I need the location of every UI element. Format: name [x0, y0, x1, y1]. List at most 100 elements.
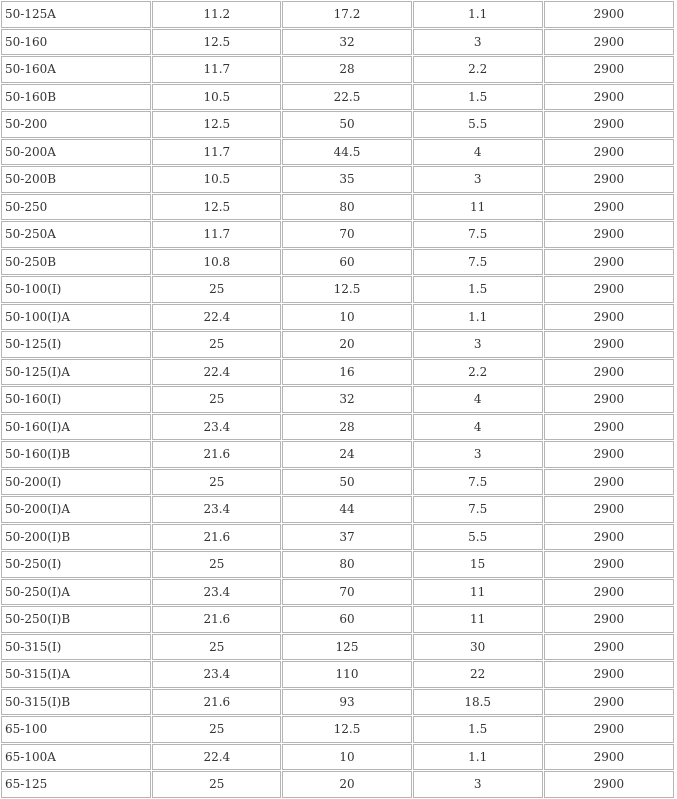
table-row: 50-125(I) 25 20 3 2900: [1, 331, 674, 358]
col2-cell: 25: [152, 331, 282, 358]
model-cell: 50-200(I)B: [1, 523, 152, 550]
speed-cell: 2900: [543, 303, 674, 330]
table-row: 50-250(I) 25 80 15 2900: [1, 551, 674, 578]
table-row: 50-200B 10.5 35 3 2900: [1, 166, 674, 193]
col4-cell: 30: [412, 633, 543, 660]
model-cell: 50-100(I)A: [1, 303, 152, 330]
col4-cell: 2.2: [412, 56, 543, 83]
col3-cell: 20: [282, 331, 412, 358]
model-cell: 50-250(I)B: [1, 606, 152, 633]
col2-cell: 21.6: [152, 606, 282, 633]
speed-cell: 2900: [543, 716, 674, 743]
col3-cell: 50: [282, 468, 412, 495]
model-cell: 50-250(I)A: [1, 578, 152, 605]
speed-cell: 2900: [543, 221, 674, 248]
col4-cell: 3: [412, 28, 543, 55]
col3-cell: 80: [282, 193, 412, 220]
col3-cell: 24: [282, 441, 412, 468]
col3-cell: 37: [282, 523, 412, 550]
col4-cell: 22: [412, 661, 543, 688]
model-cell: 50-160(I)B: [1, 441, 152, 468]
model-cell: 50-250(I): [1, 551, 152, 578]
table-row: 50-160(I)B 21.6 24 3 2900: [1, 441, 674, 468]
table-row: 50-315(I)B 21.6 93 18.5 2900: [1, 688, 674, 715]
model-cell: 50-250A: [1, 221, 152, 248]
col3-cell: 35: [282, 166, 412, 193]
col3-cell: 110: [282, 661, 412, 688]
col3-cell: 10: [282, 303, 412, 330]
model-cell: 50-250B: [1, 248, 152, 275]
table-row: 50-160(I) 25 32 4 2900: [1, 386, 674, 413]
col4-cell: 1.1: [412, 1, 543, 28]
table-row: 50-315(I) 25 125 30 2900: [1, 633, 674, 660]
col2-cell: 25: [152, 468, 282, 495]
col4-cell: 3: [412, 771, 543, 798]
speed-cell: 2900: [543, 111, 674, 138]
table-row: 50-200 12.5 50 5.5 2900: [1, 111, 674, 138]
col4-cell: 18.5: [412, 688, 543, 715]
speed-cell: 2900: [543, 688, 674, 715]
model-cell: 50-125A: [1, 1, 152, 28]
col4-cell: 7.5: [412, 221, 543, 248]
table-row: 50-250(I)B 21.6 60 11 2900: [1, 606, 674, 633]
speed-cell: 2900: [543, 166, 674, 193]
col3-cell: 60: [282, 248, 412, 275]
table-row: 50-160(I)A 23.4 28 4 2900: [1, 413, 674, 440]
col3-cell: 80: [282, 551, 412, 578]
col2-cell: 25: [152, 276, 282, 303]
table-row: 50-200(I) 25 50 7.5 2900: [1, 468, 674, 495]
table-row: 50-315(I)A 23.4 110 22 2900: [1, 661, 674, 688]
col4-cell: 7.5: [412, 496, 543, 523]
table-row: 50-200(I)B 21.6 37 5.5 2900: [1, 523, 674, 550]
model-cell: 50-200: [1, 111, 152, 138]
col4-cell: 1.1: [412, 303, 543, 330]
col4-cell: 15: [412, 551, 543, 578]
model-cell: 65-125: [1, 771, 152, 798]
table-row: 50-200A 11.7 44.5 4 2900: [1, 138, 674, 165]
col3-cell: 12.5: [282, 716, 412, 743]
model-cell: 50-125(I)A: [1, 358, 152, 385]
speed-cell: 2900: [543, 743, 674, 770]
col3-cell: 70: [282, 578, 412, 605]
col4-cell: 5.5: [412, 111, 543, 138]
table-row: 50-100(I) 25 12.5 1.5 2900: [1, 276, 674, 303]
col2-cell: 25: [152, 633, 282, 660]
model-cell: 50-125(I): [1, 331, 152, 358]
col4-cell: 1.1: [412, 743, 543, 770]
table-row: 50-125(I)A 22.4 16 2.2 2900: [1, 358, 674, 385]
col4-cell: 5.5: [412, 523, 543, 550]
col2-cell: 21.6: [152, 688, 282, 715]
model-cell: 50-160(I)A: [1, 413, 152, 440]
speed-cell: 2900: [543, 496, 674, 523]
col4-cell: 2.2: [412, 358, 543, 385]
col4-cell: 3: [412, 166, 543, 193]
col4-cell: 1.5: [412, 716, 543, 743]
col4-cell: 7.5: [412, 248, 543, 275]
table-row: 50-160B 10.5 22.5 1.5 2900: [1, 83, 674, 110]
col2-cell: 21.6: [152, 441, 282, 468]
col3-cell: 32: [282, 386, 412, 413]
col3-cell: 50: [282, 111, 412, 138]
col3-cell: 93: [282, 688, 412, 715]
col4-cell: 3: [412, 441, 543, 468]
col3-cell: 70: [282, 221, 412, 248]
col4-cell: 11: [412, 606, 543, 633]
col3-cell: 17.2: [282, 1, 412, 28]
model-cell: 50-160A: [1, 56, 152, 83]
speed-cell: 2900: [543, 468, 674, 495]
speed-cell: 2900: [543, 193, 674, 220]
table-row: 65-100A 22.4 10 1.1 2900: [1, 743, 674, 770]
col2-cell: 12.5: [152, 28, 282, 55]
speed-cell: 2900: [543, 523, 674, 550]
model-cell: 50-315(I): [1, 633, 152, 660]
col3-cell: 32: [282, 28, 412, 55]
speed-cell: 2900: [543, 606, 674, 633]
col2-cell: 23.4: [152, 496, 282, 523]
col4-cell: 4: [412, 413, 543, 440]
col3-cell: 44.5: [282, 138, 412, 165]
col3-cell: 10: [282, 743, 412, 770]
speed-cell: 2900: [543, 551, 674, 578]
speed-cell: 2900: [543, 83, 674, 110]
